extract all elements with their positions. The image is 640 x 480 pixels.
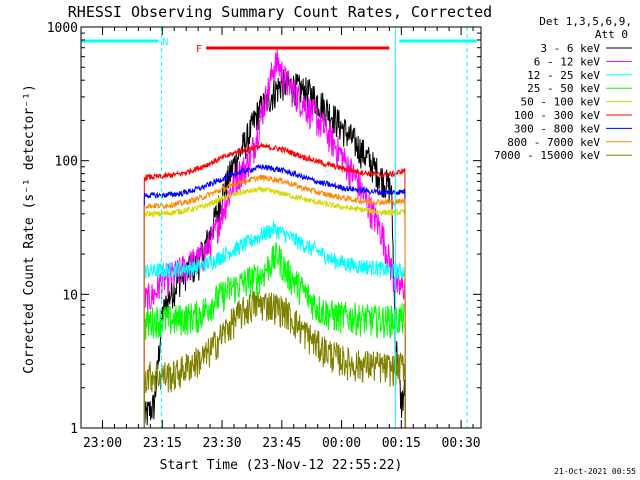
x-tick-label: 23:15	[143, 436, 182, 451]
series-line-7	[143, 163, 406, 429]
y-tick-label: 100	[55, 155, 78, 170]
y-axis-label: Corrected Count Rate (s⁻¹ detector⁻¹)	[22, 84, 37, 374]
chart-title: RHESSI Observing Summary Count Rates, Co…	[68, 3, 492, 21]
series-line-4	[143, 242, 406, 429]
legend-header-detectors: Det 1,3,5,6,9,	[539, 15, 632, 28]
legend-label-2: 6 - 12 keV	[534, 55, 601, 68]
x-tick-label: 00:15	[382, 436, 421, 451]
x-tick-label: 23:00	[83, 436, 122, 451]
legend-label-9: 7000 - 15000 keV	[494, 149, 600, 162]
date-stamp: 21-Oct-2021 00:55	[554, 467, 636, 476]
flag-label-N: N	[162, 37, 168, 48]
series-line-1	[143, 69, 406, 429]
x-tick-label: 00:30	[442, 436, 481, 451]
x-tick-label: 23:45	[262, 436, 301, 451]
legend-label-6: 100 - 300 keV	[514, 109, 600, 122]
series-line-2	[143, 49, 406, 429]
series-line-9	[143, 291, 406, 429]
series-line-6	[143, 141, 406, 429]
plot-frame	[80, 26, 482, 429]
flag-label-F: F	[196, 44, 202, 55]
y-tick-label: 1000	[47, 21, 78, 36]
y-tick-label: 1	[70, 422, 78, 437]
series-line-8	[143, 174, 406, 429]
x-axis-label: Start Time (23-Nov-12 22:55:22)	[160, 458, 403, 473]
legend-label-5: 50 - 100 keV	[521, 96, 601, 109]
legend-header-attenuator: Att 0	[595, 28, 628, 41]
marker-layer: NF	[81, 27, 478, 428]
x-tick-label: 00:00	[322, 436, 361, 451]
legend-label-1: 3 - 6 keV	[540, 42, 600, 55]
series-line-3	[143, 221, 406, 429]
x-tick-label: 23:30	[202, 436, 241, 451]
legend-label-8: 800 - 7000 keV	[507, 136, 600, 149]
legend-label-3: 12 - 25 keV	[527, 69, 600, 82]
y-tick-label: 10	[62, 288, 78, 303]
axis-layer: 23:00 23:15 23:30 23:45 00:00 00:15 00:30 1 10 10…	[47, 21, 481, 451]
series-layer	[143, 49, 406, 429]
legend-label-4: 25 - 50 keV	[527, 82, 600, 95]
legend-label-7: 300 - 800 keV	[514, 122, 600, 135]
series-line-5	[143, 186, 406, 429]
